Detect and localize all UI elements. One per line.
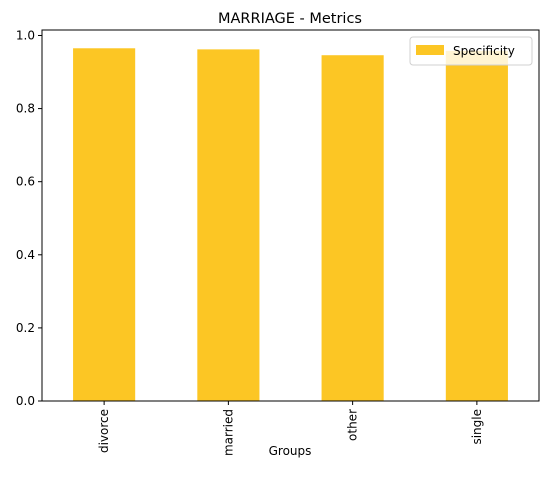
plot-frame (41, 29, 540, 402)
x-tick-label: married (221, 409, 235, 456)
bar-married (197, 49, 260, 402)
y-tick-label: 0.6 (16, 175, 35, 189)
x-tick-label: single (470, 409, 484, 445)
legend: Specificity (409, 36, 533, 66)
legend-label: Specificity (453, 44, 515, 58)
bar-group (73, 48, 508, 402)
x-tick-label: other (346, 409, 360, 441)
chart-title: MARRIAGE - Metrics (218, 11, 362, 27)
y-tick-label: 0.8 (16, 102, 35, 116)
bar-single (445, 50, 508, 402)
legend-swatch (416, 45, 444, 55)
y-tick-label: 0.0 (16, 394, 35, 408)
bar-other (321, 55, 384, 401)
bar-divorce (73, 48, 136, 401)
y-tick-label: 0.2 (16, 321, 35, 335)
y-axis: 0.0 0.2 0.4 0.6 0.8 1.0 (16, 28, 42, 408)
y-tick-label: 0.4 (16, 248, 35, 262)
x-tick-label: divorce (97, 409, 111, 453)
y-tick-label: 1.0 (16, 28, 35, 42)
legend-box (409, 36, 533, 66)
x-axis-label: Groups (269, 444, 312, 458)
x-axis: divorce married other single (97, 401, 484, 456)
